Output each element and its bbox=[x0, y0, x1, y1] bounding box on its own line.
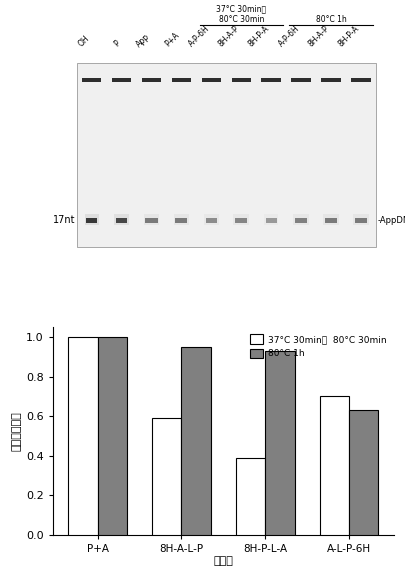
Bar bbox=[231, 78, 250, 81]
Bar bbox=[263, 214, 278, 225]
Bar bbox=[97, 337, 127, 535]
Bar bbox=[265, 218, 276, 223]
Bar bbox=[350, 78, 370, 81]
Text: OH: OH bbox=[77, 34, 92, 49]
X-axis label: 酶种类: 酶种类 bbox=[213, 557, 232, 566]
Bar bbox=[143, 214, 159, 225]
Bar bbox=[319, 396, 348, 535]
Y-axis label: 腔苷酰化产率: 腔苷酰化产率 bbox=[12, 411, 22, 451]
Text: P: P bbox=[112, 39, 121, 49]
Bar bbox=[293, 214, 308, 225]
Text: 8H-A-P: 8H-A-P bbox=[306, 24, 330, 49]
Bar bbox=[171, 78, 191, 81]
Bar bbox=[115, 218, 127, 223]
Bar bbox=[112, 78, 131, 81]
Text: 80°C 1h: 80°C 1h bbox=[315, 15, 345, 24]
Bar bbox=[175, 218, 187, 223]
Bar bbox=[82, 78, 101, 81]
Text: -AppDNA: -AppDNA bbox=[376, 216, 405, 225]
Bar bbox=[352, 214, 368, 225]
Bar bbox=[181, 347, 210, 535]
Bar bbox=[291, 78, 310, 81]
Bar bbox=[203, 214, 218, 225]
Bar bbox=[152, 418, 181, 535]
Bar bbox=[235, 457, 264, 535]
Bar bbox=[348, 410, 377, 535]
Bar bbox=[114, 214, 129, 225]
Bar bbox=[294, 218, 306, 223]
Text: P+A: P+A bbox=[163, 31, 181, 49]
Text: App: App bbox=[134, 31, 151, 49]
Bar bbox=[264, 351, 294, 535]
Bar bbox=[233, 214, 249, 225]
Bar bbox=[86, 218, 97, 223]
Bar bbox=[173, 214, 189, 225]
Bar bbox=[85, 214, 98, 225]
Bar bbox=[205, 218, 217, 223]
Text: A-P-6H: A-P-6H bbox=[186, 24, 211, 49]
Bar bbox=[141, 78, 161, 81]
Text: 17nt: 17nt bbox=[53, 216, 75, 225]
Bar bbox=[234, 218, 247, 223]
Bar bbox=[324, 218, 336, 223]
Text: 8H-P-A: 8H-P-A bbox=[246, 24, 271, 49]
Text: 8H-P-A: 8H-P-A bbox=[336, 24, 360, 49]
Bar bbox=[354, 218, 366, 223]
Text: 8H-A-P: 8H-A-P bbox=[216, 24, 241, 49]
Bar bbox=[145, 218, 157, 223]
Bar bbox=[68, 337, 97, 535]
Bar bbox=[322, 214, 338, 225]
Text: A-P-6H: A-P-6H bbox=[276, 24, 301, 49]
Bar bbox=[201, 78, 220, 81]
Bar bbox=[320, 78, 340, 81]
Bar bbox=[261, 78, 280, 81]
Legend: 37°C 30min，  80°C 30min, 80°C 1h: 37°C 30min， 80°C 30min, 80°C 1h bbox=[247, 332, 388, 361]
Text: 37°C 30min，
80°C 30min: 37°C 30min， 80°C 30min bbox=[215, 5, 266, 24]
Bar bbox=[77, 63, 375, 247]
